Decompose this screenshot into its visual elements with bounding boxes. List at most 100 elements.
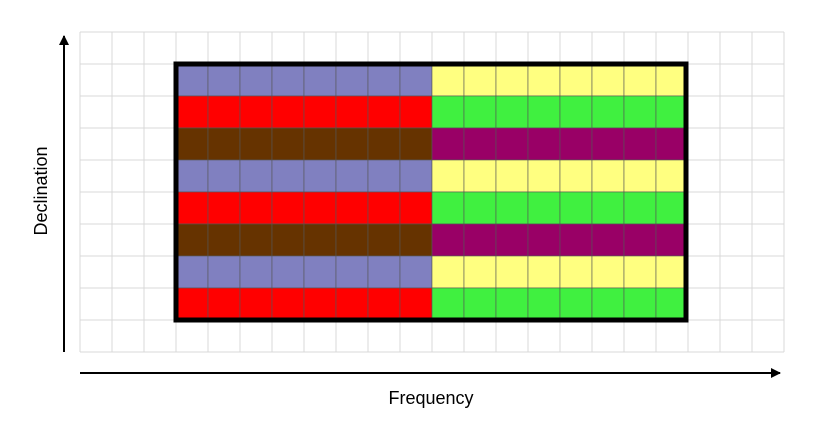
left-cell — [367, 223, 401, 257]
right-cell — [591, 95, 625, 129]
right-cell — [559, 287, 593, 321]
left-cell — [271, 223, 305, 257]
left-cell — [335, 255, 369, 289]
left-cell — [367, 287, 401, 321]
right-cell — [591, 159, 625, 193]
left-cell — [207, 223, 241, 257]
left-cell — [399, 287, 433, 321]
left-cell — [271, 287, 305, 321]
left-cell — [271, 255, 305, 289]
right-cell — [431, 191, 465, 225]
right-cell — [463, 287, 497, 321]
left-cell — [175, 255, 209, 289]
right-cell — [431, 287, 465, 321]
right-cell — [655, 127, 689, 161]
left-cell — [207, 287, 241, 321]
right-cell — [655, 63, 689, 97]
left-cell — [335, 191, 369, 225]
right-cell — [559, 223, 593, 257]
y-axis-label: Declination — [31, 146, 51, 235]
right-cell — [463, 63, 497, 97]
right-cell — [623, 127, 657, 161]
right-cell — [623, 223, 657, 257]
right-cell — [495, 255, 529, 289]
left-cell — [239, 287, 273, 321]
right-cell — [591, 223, 625, 257]
left-cell — [271, 191, 305, 225]
right-cell — [495, 159, 529, 193]
left-cell — [271, 63, 305, 97]
left-cell — [399, 63, 433, 97]
right-cell — [559, 95, 593, 129]
left-cell — [335, 95, 369, 129]
left-cell — [271, 159, 305, 193]
x-axis-label: Frequency — [388, 388, 473, 408]
right-cell — [463, 127, 497, 161]
left-cell — [175, 287, 209, 321]
right-cell — [623, 287, 657, 321]
left-cell — [271, 127, 305, 161]
left-cell — [175, 63, 209, 97]
right-cell — [495, 95, 529, 129]
left-cell — [303, 223, 337, 257]
left-cell — [399, 95, 433, 129]
left-cell — [207, 127, 241, 161]
left-cell — [335, 223, 369, 257]
left-cell — [303, 287, 337, 321]
right-cell — [463, 191, 497, 225]
left-cell — [399, 127, 433, 161]
left-cell — [367, 159, 401, 193]
left-cell — [239, 223, 273, 257]
left-cell — [175, 95, 209, 129]
left-cell — [367, 95, 401, 129]
left-cell — [303, 95, 337, 129]
right-cell — [559, 255, 593, 289]
right-cell — [559, 159, 593, 193]
right-cell — [527, 223, 561, 257]
right-cell — [463, 95, 497, 129]
left-cell — [303, 63, 337, 97]
left-cell — [239, 63, 273, 97]
left-cell — [367, 255, 401, 289]
left-cell — [335, 287, 369, 321]
right-cell — [431, 63, 465, 97]
left-cell — [271, 95, 305, 129]
left-cell — [239, 191, 273, 225]
left-cell — [207, 95, 241, 129]
right-cell — [655, 159, 689, 193]
right-cell — [527, 255, 561, 289]
right-cell — [655, 95, 689, 129]
left-cell — [239, 159, 273, 193]
left-cell — [175, 191, 209, 225]
right-cell — [559, 127, 593, 161]
right-cell — [431, 159, 465, 193]
left-cell — [207, 159, 241, 193]
left-cell — [207, 191, 241, 225]
right-cell — [527, 127, 561, 161]
left-cell — [207, 255, 241, 289]
left-cell — [399, 159, 433, 193]
right-cell — [623, 159, 657, 193]
right-cell — [527, 95, 561, 129]
left-cell — [335, 159, 369, 193]
block-border — [173, 61, 689, 323]
right-cell — [463, 255, 497, 289]
right-cell — [559, 63, 593, 97]
right-cell — [527, 287, 561, 321]
left-cell — [175, 159, 209, 193]
right-cell — [527, 191, 561, 225]
cell-block — [175, 63, 689, 321]
right-cell — [495, 127, 529, 161]
right-cell — [431, 223, 465, 257]
right-cell — [527, 159, 561, 193]
right-cell — [591, 127, 625, 161]
right-cell — [623, 63, 657, 97]
left-cell — [239, 127, 273, 161]
right-cell — [431, 95, 465, 129]
right-cell — [495, 63, 529, 97]
right-cell — [495, 191, 529, 225]
right-cell — [431, 127, 465, 161]
left-cell — [175, 223, 209, 257]
left-cell — [303, 255, 337, 289]
right-cell — [655, 223, 689, 257]
